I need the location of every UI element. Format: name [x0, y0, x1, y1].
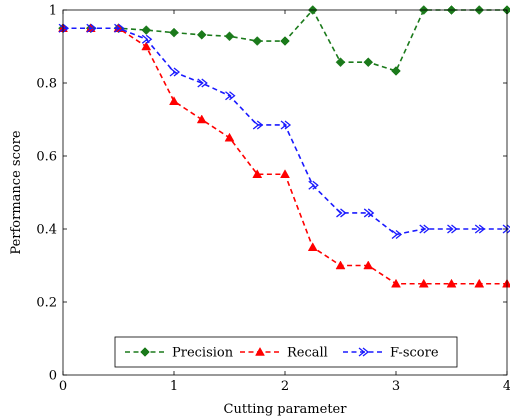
plot-frame [62, 9, 508, 376]
y-tick-label: 1 [49, 4, 57, 19]
data-point-f-score [86, 23, 97, 33]
data-point-f-score [280, 120, 292, 130]
data-point-f-score [252, 120, 264, 130]
x-tick-label: 0 [59, 379, 67, 394]
legend-marker-precision [140, 347, 150, 357]
data-point-f-score [141, 34, 153, 44]
data-point-recall [335, 260, 346, 270]
data-point-f-score [419, 224, 430, 234]
data-point-recall [391, 278, 401, 288]
legend-box [114, 336, 458, 368]
data-point-recall [252, 169, 263, 178]
legend-marker-f-score [358, 347, 370, 357]
y-axis-label: Performance score [9, 130, 24, 254]
data-point-recall [474, 278, 485, 288]
data-point-precision [391, 66, 401, 76]
data-point-recall [224, 132, 235, 142]
y-tick-label: 0.4 [36, 223, 57, 238]
data-point-precision [196, 29, 207, 40]
data-point-precision [280, 36, 290, 46]
y-tick-label: 0.2 [36, 296, 57, 311]
y-tick-label: 0 [49, 369, 57, 384]
plot-area [58, 5, 510, 288]
axes: 0 1 2 3 4 0 0.2 0.4 0.6 0.8 1 [36, 4, 510, 395]
data-point-recall [418, 278, 429, 288]
data-point-recall [169, 96, 179, 105]
x-axis-label: Cutting parameter [224, 402, 348, 417]
series-line-f-score [63, 27, 507, 236]
data-point-f-score [474, 224, 486, 234]
x-tick-label: 4 [503, 379, 510, 394]
y-tick-label: 0.8 [36, 77, 57, 92]
data-point-precision [224, 31, 235, 42]
data-point-f-score [308, 180, 319, 190]
data-point-recall [141, 41, 152, 51]
legend: Precision Recall F-score [114, 336, 458, 368]
legend-label-f-score: F-score [390, 346, 439, 361]
data-point-precision [141, 25, 152, 35]
data-point-f-score [391, 229, 403, 239]
data-point-recall [307, 242, 318, 251]
data-point-f-score [225, 91, 236, 101]
data-point-f-score [197, 78, 208, 88]
legend-marker-recall [255, 346, 265, 356]
data-point-f-score [336, 208, 347, 218]
y-tick-label: 0.6 [36, 150, 57, 165]
data-point-precision [363, 57, 374, 68]
x-tick-label: 1 [170, 379, 178, 394]
data-point-f-score [169, 67, 181, 77]
data-point-recall [363, 260, 374, 270]
data-point-f-score [363, 208, 375, 218]
data-point-precision [252, 36, 263, 46]
data-point-recall [280, 169, 290, 178]
legend-label-recall: Recall [287, 346, 328, 361]
legend-label-precision: Precision [172, 346, 234, 361]
data-point-f-score [502, 224, 510, 234]
data-point-precision [169, 27, 179, 38]
data-point-f-score [447, 224, 458, 234]
x-tick-label: 3 [392, 379, 400, 394]
data-point-recall [196, 114, 207, 124]
series-line-recall [63, 27, 507, 285]
data-point-recall [446, 278, 457, 288]
x-tick-label: 2 [281, 379, 289, 394]
data-point-precision [335, 57, 346, 68]
data-point-f-score [58, 23, 70, 33]
data-point-f-score [114, 23, 125, 33]
